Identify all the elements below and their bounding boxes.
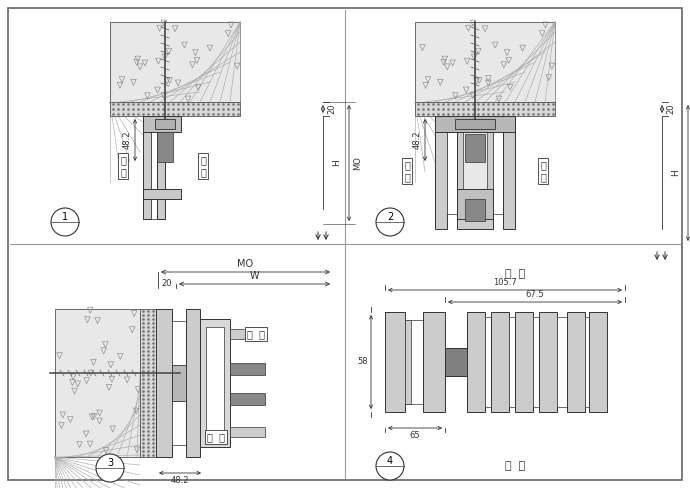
Bar (463, 126, 487, 209)
Text: 48.2: 48.2 (123, 131, 132, 149)
Text: 室  外: 室 外 (247, 329, 265, 339)
Text: H: H (671, 169, 680, 176)
Bar (143, 116, 181, 132)
Text: 室  内: 室 内 (207, 432, 225, 442)
Text: 48.2: 48.2 (413, 131, 422, 149)
Bar (589, 312, 607, 412)
Bar (405, 320, 411, 404)
Bar (423, 312, 445, 412)
Text: 105.7: 105.7 (493, 278, 517, 287)
Bar (493, 126, 503, 214)
Bar (143, 189, 181, 199)
Bar (156, 309, 172, 457)
Bar (206, 327, 224, 439)
Bar (405, 320, 423, 404)
Bar (435, 116, 447, 229)
Text: W: W (250, 271, 259, 281)
Text: 3: 3 (107, 458, 113, 468)
Bar (485, 317, 491, 407)
Bar (157, 116, 165, 219)
Bar (509, 317, 515, 407)
Text: 67.5: 67.5 (526, 290, 544, 299)
Text: 58: 58 (357, 358, 368, 366)
Bar (157, 132, 173, 162)
Bar (503, 116, 515, 229)
Bar (230, 329, 265, 339)
Bar (55, 309, 140, 457)
Text: 室  内: 室 内 (505, 461, 525, 471)
Text: 48.2: 48.2 (170, 476, 189, 485)
Text: 20: 20 (666, 104, 675, 114)
Bar (445, 348, 467, 376)
Bar (172, 321, 186, 445)
Text: 65: 65 (410, 431, 420, 440)
Text: 20: 20 (327, 104, 336, 114)
Text: 室
外: 室 外 (540, 160, 546, 182)
Circle shape (96, 454, 124, 482)
Text: MO: MO (353, 156, 362, 170)
Bar (415, 102, 555, 116)
Bar (457, 189, 493, 219)
Bar (230, 393, 265, 405)
Bar (230, 427, 265, 437)
Bar (491, 312, 509, 412)
Bar (465, 199, 485, 221)
Bar (455, 119, 495, 129)
Bar (435, 116, 515, 132)
Bar (415, 22, 555, 102)
Bar (467, 312, 485, 412)
Circle shape (376, 452, 404, 480)
Text: 室
内: 室 内 (120, 155, 126, 177)
Bar (533, 317, 539, 407)
Bar (186, 309, 200, 457)
Text: MO: MO (237, 259, 253, 269)
Bar (230, 363, 265, 375)
Bar (110, 22, 240, 102)
Bar (143, 116, 151, 219)
Bar (200, 319, 230, 447)
Text: 20: 20 (161, 280, 172, 288)
Bar (140, 309, 156, 457)
Bar (172, 365, 186, 401)
Text: 室  外: 室 外 (505, 269, 525, 279)
Bar (457, 116, 493, 229)
Text: 室
外: 室 外 (200, 155, 206, 177)
Bar (465, 134, 485, 162)
Bar (557, 317, 567, 407)
Bar (515, 312, 533, 412)
Text: 2: 2 (387, 212, 393, 222)
Circle shape (376, 208, 404, 236)
Text: 1: 1 (62, 212, 68, 222)
Text: 4: 4 (387, 456, 393, 466)
Bar (385, 312, 405, 412)
Text: 室
内: 室 内 (404, 160, 410, 182)
Bar (447, 126, 457, 214)
Bar (151, 116, 157, 219)
Bar (539, 312, 557, 412)
Bar (155, 119, 175, 129)
Bar (585, 317, 589, 407)
Text: H: H (333, 159, 342, 166)
Bar (567, 312, 585, 412)
Bar (110, 102, 240, 116)
Circle shape (51, 208, 79, 236)
